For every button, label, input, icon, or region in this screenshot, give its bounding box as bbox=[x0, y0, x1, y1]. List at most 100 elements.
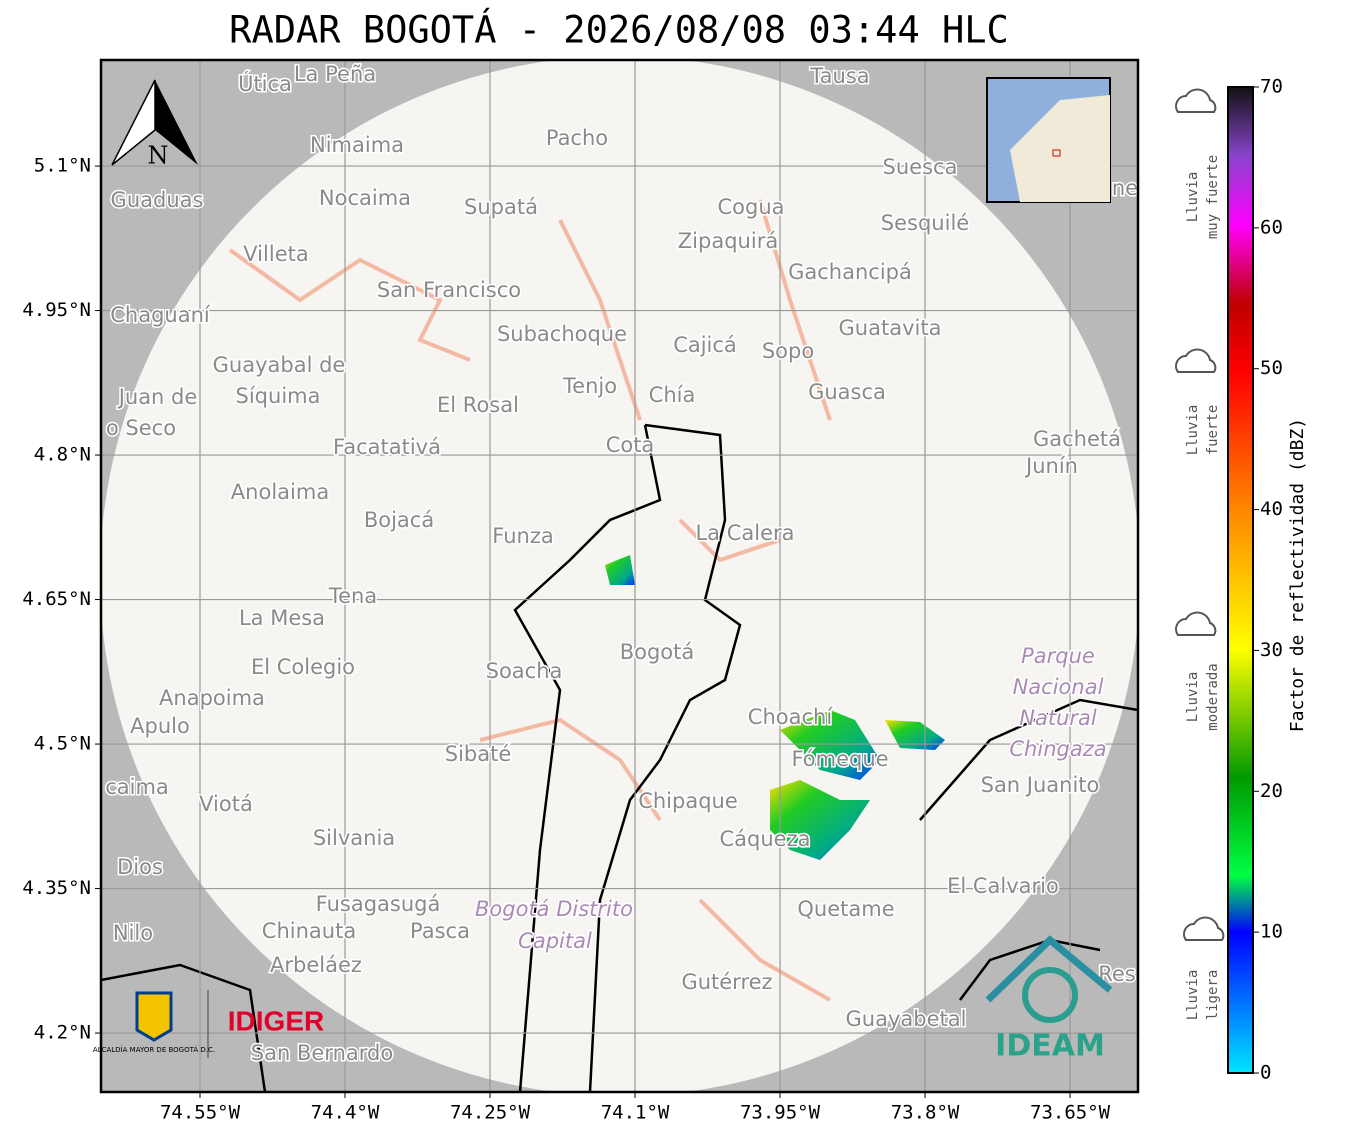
place-name: Síquima bbox=[236, 384, 321, 408]
place-name: Chipaque bbox=[638, 789, 738, 813]
place-name: El Colegio bbox=[251, 655, 355, 679]
place-name: La Peña bbox=[294, 62, 376, 86]
place-name: San Juanito bbox=[981, 773, 1100, 797]
place-name: Tausa bbox=[809, 64, 869, 88]
colorbar-tick-label: 70 bbox=[1260, 76, 1283, 98]
x-tick-label: 74.4°W bbox=[311, 1102, 380, 1124]
echo bbox=[605, 555, 635, 585]
y-tick-label: 4.5°N bbox=[34, 733, 91, 755]
place-name: Nocaima bbox=[319, 186, 411, 210]
place-name: Tenjo bbox=[562, 374, 617, 398]
place-name: Suesca bbox=[883, 155, 958, 179]
place-name: Fusagasugá bbox=[316, 892, 441, 916]
echo bbox=[780, 710, 880, 780]
place-name: Viotá bbox=[199, 792, 253, 816]
inset-map bbox=[986, 77, 1111, 203]
place-name: Tena bbox=[328, 584, 377, 608]
echo bbox=[885, 720, 945, 750]
colorbar bbox=[1227, 86, 1254, 1074]
rain-level-label: Lluvia bbox=[1185, 672, 1201, 723]
place-name: Silvania bbox=[313, 826, 395, 850]
rain-level-label: Lluvia bbox=[1185, 405, 1201, 456]
colorbar-tick-label: 60 bbox=[1260, 216, 1283, 238]
rain-level-label: Lluvia bbox=[1185, 172, 1201, 223]
place-name: Facatativá bbox=[333, 435, 441, 459]
park-name: Bogotá Distrito bbox=[475, 897, 633, 921]
place-name: El Calvario bbox=[947, 874, 1059, 898]
place-name: San Bernardo bbox=[251, 1041, 393, 1065]
ideam-logo: IDEAM bbox=[995, 1029, 1105, 1064]
rain-level-label: Lluvia bbox=[1185, 970, 1201, 1021]
map-frame bbox=[99, 58, 1140, 1094]
place-name: Junín bbox=[1024, 454, 1078, 478]
x-tick-label: 73.65°W bbox=[1030, 1102, 1111, 1124]
place-name: Pacho bbox=[546, 126, 608, 150]
idiger-logo: IDIGER bbox=[228, 1005, 324, 1036]
x-tick-label: 74.25°W bbox=[450, 1102, 531, 1124]
x-tick-label: 73.8°W bbox=[891, 1102, 960, 1124]
place-name: Guaduas bbox=[111, 188, 204, 212]
park-name: Chingaza bbox=[1009, 737, 1106, 761]
place-name: El Rosal bbox=[437, 393, 519, 417]
place-name: Fómeque bbox=[791, 747, 888, 771]
place-name: San Francisco bbox=[377, 278, 521, 302]
place-name: Supatá bbox=[464, 195, 538, 219]
colorbar-tick-label: 10 bbox=[1260, 921, 1283, 943]
place-name: La Mesa bbox=[239, 606, 325, 630]
y-tick-label: 4.8°N bbox=[34, 444, 91, 466]
y-tick-label: 4.2°N bbox=[34, 1022, 91, 1044]
place-name: Guayabetal bbox=[846, 1007, 967, 1031]
place-name: Cogua bbox=[717, 195, 784, 219]
place-name: Chía bbox=[649, 383, 696, 407]
colorbar-tick-label: 50 bbox=[1260, 357, 1283, 379]
rain-icons bbox=[1175, 88, 1225, 941]
place-name: Guasca bbox=[808, 380, 886, 404]
place-name: La Calera bbox=[695, 521, 794, 545]
place-name: Cáqueza bbox=[720, 827, 811, 851]
colorbar-tick-label: 20 bbox=[1260, 780, 1283, 802]
y-tick-label: 4.35°N bbox=[22, 877, 91, 899]
place-name: Cota bbox=[606, 433, 655, 457]
place-name: Bojacá bbox=[364, 508, 434, 532]
place-name: Sibaté bbox=[445, 742, 512, 766]
park-name: Capital bbox=[518, 929, 592, 953]
echo bbox=[770, 780, 870, 860]
place-name: Choachí bbox=[748, 705, 834, 729]
park-name: Parque bbox=[1021, 644, 1095, 668]
park-name: Nacional bbox=[1013, 675, 1104, 699]
place-name: Chinauta bbox=[262, 919, 356, 943]
compass: N bbox=[111, 79, 198, 170]
place-name: Juan de bbox=[117, 385, 198, 409]
colorbar-tick-label: 30 bbox=[1260, 639, 1283, 661]
place-name: Útica bbox=[238, 71, 292, 96]
place-name: o Seco bbox=[106, 416, 176, 440]
place-name: Bogotá bbox=[620, 640, 695, 664]
y-tick-label: 4.95°N bbox=[22, 299, 91, 321]
place-name: caima bbox=[105, 775, 169, 799]
rain-level-label: muy fuerte bbox=[1205, 155, 1221, 239]
place-name: ne bbox=[1112, 176, 1138, 200]
x-tick-label: 74.55°W bbox=[160, 1102, 241, 1124]
radar-echoes bbox=[605, 555, 945, 860]
place-name: Soacha bbox=[486, 659, 563, 683]
logos: ALCALDÍA MAYOR DE BOGOTÁ D.C. IDIGER IDE… bbox=[93, 935, 1113, 1064]
place-name: Guayabal de bbox=[213, 353, 346, 377]
place-name: Nilo bbox=[113, 921, 153, 945]
rain-level-label: fuerte bbox=[1205, 405, 1221, 456]
boundaries bbox=[101, 423, 1138, 1092]
place-name: Arbeláez bbox=[270, 953, 362, 977]
x-tick-label: 73.95°W bbox=[740, 1102, 821, 1124]
place-name: Pasca bbox=[410, 919, 470, 943]
place-name: Anapoima bbox=[159, 686, 265, 710]
colorbar-tick-label: 0 bbox=[1260, 1062, 1271, 1084]
x-tick-label: 74.1°W bbox=[601, 1102, 670, 1124]
park-name: Natural bbox=[1019, 706, 1097, 730]
map: Útica La Peña Tausa Pacho Nimaima Guaduas Noca… bbox=[101, 60, 1138, 1092]
place-name: Gachetá bbox=[1033, 427, 1121, 451]
place-name: Zipaquirá bbox=[678, 229, 778, 253]
place-name: Chaguaní bbox=[110, 303, 211, 327]
y-tick-label: 4.65°N bbox=[22, 588, 91, 610]
place-name: Cajicá bbox=[673, 333, 737, 357]
place-name: Subachoque bbox=[497, 322, 627, 346]
